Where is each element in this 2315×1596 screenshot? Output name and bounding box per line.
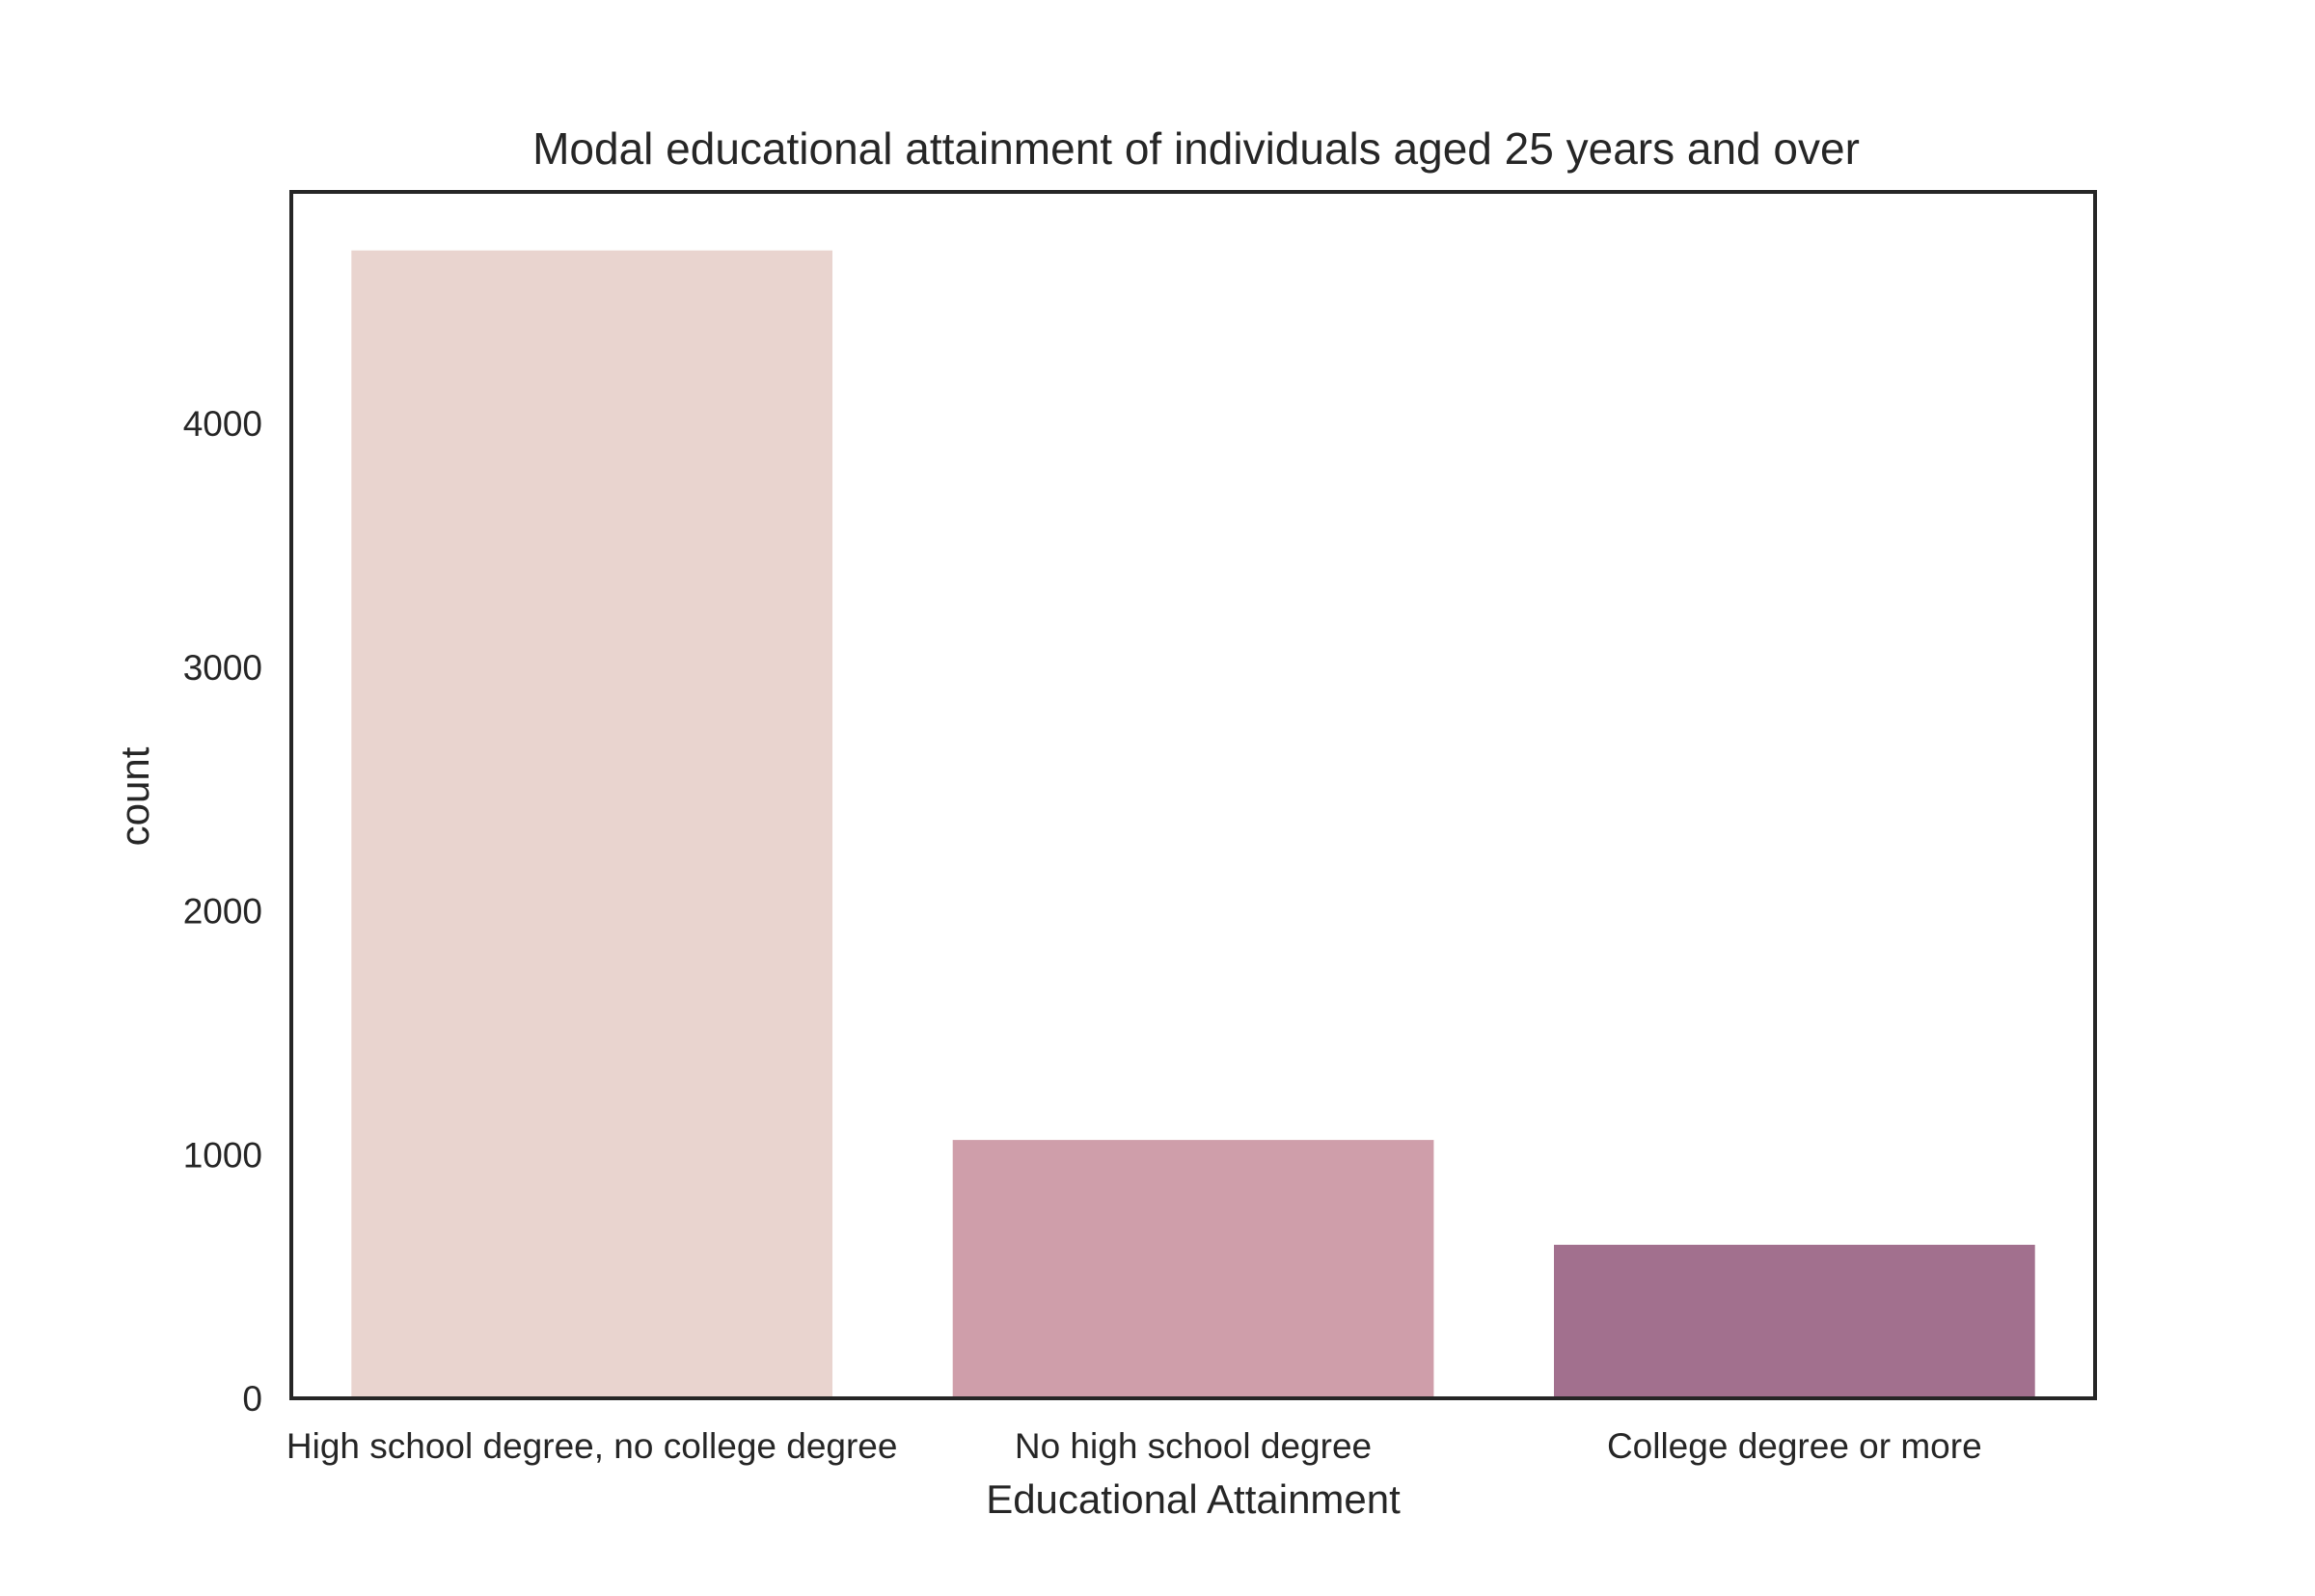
x-axis-ticks: High school degree, no college degree No …: [286, 1426, 1982, 1466]
x-tick-label: No high school degree: [1015, 1426, 1372, 1466]
bar-1: [351, 250, 832, 1399]
x-tick-label: College degree or more: [1607, 1426, 1982, 1466]
y-tick-label: 4000: [183, 404, 262, 444]
y-tick-label: 3000: [183, 648, 262, 688]
bars-group: [351, 250, 2035, 1399]
plot-frame: [289, 190, 2097, 1400]
bar-2: [952, 1140, 1434, 1398]
y-tick-label: 1000: [183, 1135, 262, 1175]
x-axis-label: Educational Attainment: [986, 1476, 1401, 1522]
bar-3: [1554, 1244, 2035, 1398]
y-axis-label: count: [112, 746, 157, 846]
chart-title: Modal educational attainment of individu…: [532, 123, 1860, 174]
x-tick-label: High school degree, no college degree: [286, 1426, 898, 1466]
y-axis-ticks: 0 1000 2000 3000 4000: [183, 404, 262, 1419]
y-tick-label: 0: [242, 1379, 262, 1419]
y-tick-label: 2000: [183, 892, 262, 932]
